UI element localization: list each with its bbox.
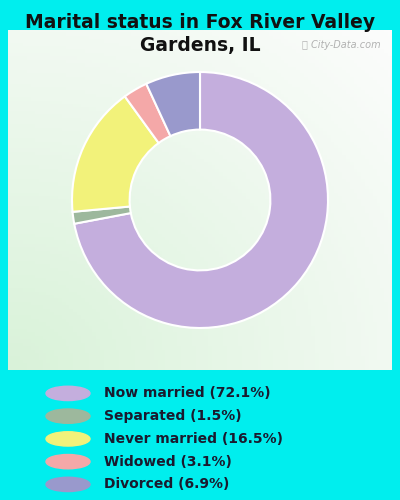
Circle shape <box>46 386 90 400</box>
Text: Now married (72.1%): Now married (72.1%) <box>104 386 271 400</box>
Text: Widowed (3.1%): Widowed (3.1%) <box>104 454 232 468</box>
Wedge shape <box>146 72 200 136</box>
Circle shape <box>46 454 90 469</box>
Wedge shape <box>74 72 328 328</box>
Wedge shape <box>72 96 159 212</box>
Circle shape <box>46 409 90 424</box>
Wedge shape <box>72 206 131 224</box>
Text: Separated (1.5%): Separated (1.5%) <box>104 409 242 423</box>
Text: ⓘ City-Data.com: ⓘ City-Data.com <box>302 40 380 50</box>
Wedge shape <box>125 84 170 143</box>
Text: Marital status in Fox River Valley
Gardens, IL: Marital status in Fox River Valley Garde… <box>25 12 375 55</box>
Circle shape <box>46 432 90 446</box>
Text: Never married (16.5%): Never married (16.5%) <box>104 432 283 446</box>
Circle shape <box>46 477 90 492</box>
Text: Divorced (6.9%): Divorced (6.9%) <box>104 478 229 492</box>
